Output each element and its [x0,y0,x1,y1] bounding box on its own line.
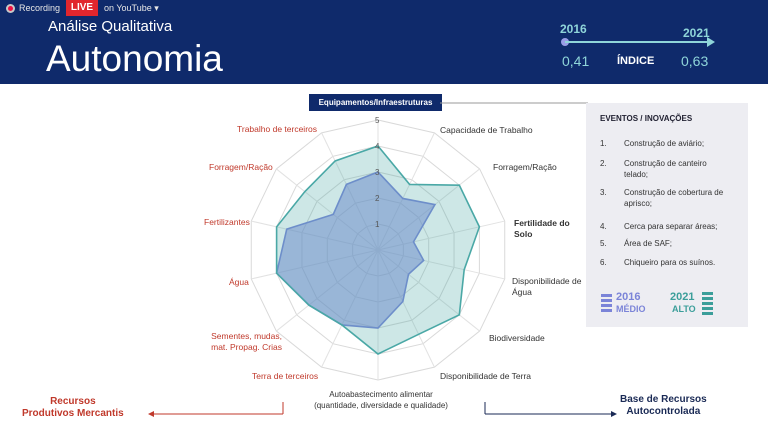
index-label: ÍNDICE [617,55,655,67]
axis-label-forragem-market: Forragem/Ração [209,162,273,172]
events-panel-title: EVENTOS / INOVAÇÕES [600,114,693,123]
recording-indicator[interactable]: Recording [6,3,60,13]
market-resources-label: Recursos Produtivos Mercantis [22,396,124,419]
events-panel [586,103,748,327]
connector-line [440,102,588,104]
left-arrow-icon [148,402,284,417]
tick-label: 1 [375,220,380,229]
axis-label-disp-agua: Disponibilidade de Água [512,276,582,297]
year-start: 2016 [560,22,587,36]
level-2021-year: 2021 [670,291,695,303]
tick-label: 3 [375,168,380,177]
axis-label-disp-terra: Disponibilidade de Terra [440,371,532,381]
page-subtitle: Análise Qualitativa [48,18,173,35]
axis-label-terra-terceiros: Terra de terceiros [252,371,319,381]
tick-label: 2 [375,194,380,203]
stream-destination[interactable]: on YouTube ▾ [104,3,159,13]
live-badge[interactable]: LIVE [66,0,98,16]
axis-label-forragem-own: Forragem/Ração [493,162,557,172]
recording-label: Recording [19,3,61,13]
index-start-value: 0,41 [562,53,590,69]
record-icon [6,3,15,13]
axis-label-sementes: Sementes, mudas, mat. Propag. Crias [211,331,282,352]
right-arrow-icon [484,402,617,417]
axis-label-biodiversidade: Biodiversidade [489,333,545,343]
header-banner: Recording LIVE on YouTube ▾ Análise Qual… [0,0,768,84]
level-2016-label: MÉDIO [616,304,646,314]
axis-label-capacidade-trabalho: Capacidade de Trabalho [440,125,533,135]
tick-label: 5 [375,116,380,125]
axis-label-agua: Água [229,277,249,287]
series-area-2016 [275,171,437,329]
index-arrow-icon [561,37,715,47]
axis-label-fertilizantes: Fertilizantes [204,217,250,227]
own-resources-label: Base de Recursos Autocontrolada [620,394,707,417]
tick-label: 4 [375,142,380,151]
level-2021-label: ALTO [672,304,696,314]
axis-label-equipamentos: Equipamentos/Infraestruturas [309,94,442,111]
level-2016-year: 2016 [616,291,641,303]
index-end-value: 0,63 [681,53,709,69]
year-end: 2021 [683,26,710,40]
axis-label-autoabastecimento: Autoabastecimento alimentar (quantidade,… [314,390,448,410]
axis-label-trabalho-terceiros: Trabalho de terceiros [237,124,318,134]
series-area-2021 [275,145,481,355]
chevron-down-icon: ▾ [154,3,159,13]
page-title: Autonomia [46,38,223,79]
axis-label-fertilidade: Fertilidade do Solo [514,218,570,239]
